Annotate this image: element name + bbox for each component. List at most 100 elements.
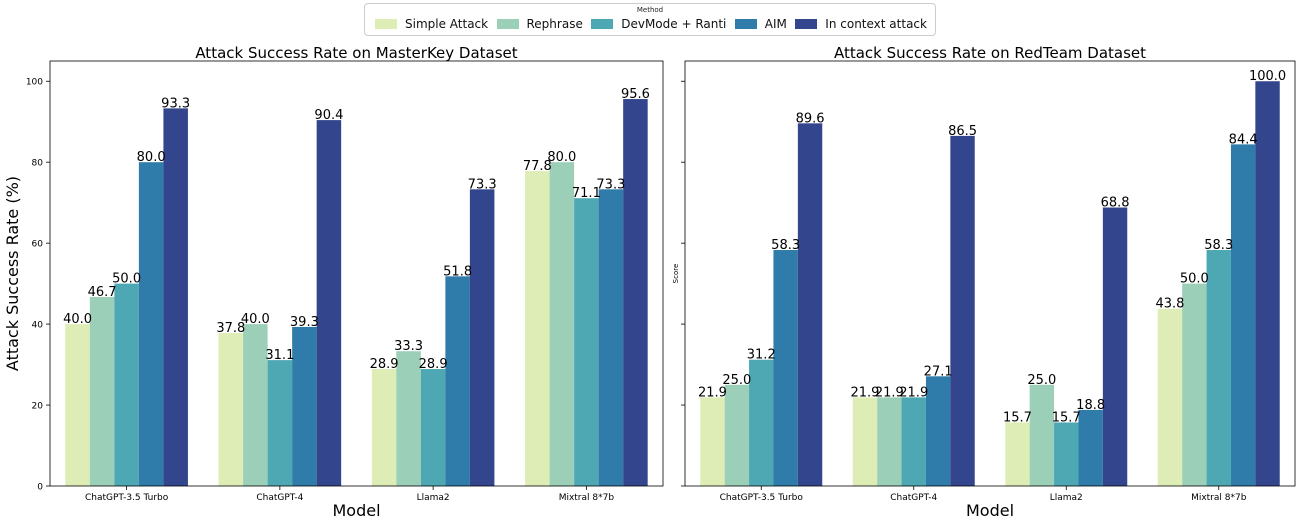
- data-label-rephrase-mixtral-8-7b: 50.0: [1180, 272, 1209, 287]
- bar-simple-attack-llama2: [371, 369, 397, 486]
- data-label-in-context-attack-llama2: 68.8: [1101, 196, 1130, 211]
- bar-simple-attack-mixtral-8-7b: [1157, 308, 1183, 486]
- x-axis-label-2: Model: [966, 501, 1014, 520]
- legend-label-simple-attack: Simple Attack: [405, 17, 489, 31]
- x-tick-label-chatgpt-3-5-turbo: ChatGPT-3.5 Turbo: [720, 493, 804, 503]
- bar-rephrase-llama2: [1029, 384, 1055, 486]
- bar-devmode-ranti-chatgpt-4: [901, 397, 926, 486]
- bar-simple-attack-chatgpt-4: [852, 397, 878, 486]
- x-tick-label-chatgpt-4: ChatGPT-4: [256, 493, 303, 503]
- data-label-simple-attack-llama2: 15.7: [1003, 410, 1032, 425]
- legend-item-devmode-ranti: DevMode + Ranti: [591, 17, 726, 31]
- data-label-devmode-ranti-mixtral-8-7b: 58.3: [1204, 238, 1233, 253]
- bar-aim-chatgpt-4: [925, 376, 951, 486]
- data-label-in-context-attack-mixtral-8-7b: 95.6: [621, 87, 650, 102]
- legend-label-devmode-ranti: DevMode + Ranti: [621, 17, 727, 31]
- legend-items: Simple Attack Rephrase DevMode + Ranti A…: [375, 17, 927, 31]
- y-axis-label-1: Attack Success Rate (%): [3, 176, 22, 371]
- bar-in-context-attack-mixtral-8-7b: [1255, 81, 1280, 487]
- data-label-devmode-ranti-mixtral-8-7b: 71.1: [572, 186, 601, 201]
- bar-aim-mixtral-8-7b: [598, 189, 624, 486]
- legend-label-aim: AIM: [764, 17, 787, 31]
- data-label-aim-chatgpt-4: 27.1: [924, 364, 953, 379]
- data-label-simple-attack-mixtral-8-7b: 43.8: [1155, 297, 1184, 312]
- legend-item-aim: AIM: [734, 17, 787, 31]
- x-tick-label-chatgpt-3-5-turbo: ChatGPT-3.5 Turbo: [85, 493, 169, 503]
- bar-simple-attack-chatgpt-3-5-turbo: [65, 324, 90, 486]
- data-label-in-context-attack-llama2: 73.3: [468, 177, 497, 192]
- x-tick-label-llama2: Llama2: [417, 493, 450, 503]
- data-label-rephrase-chatgpt-4: 21.9: [875, 385, 904, 400]
- data-label-in-context-attack-chatgpt-4: 86.5: [948, 124, 977, 139]
- y-tick-label-60: 60: [32, 240, 44, 250]
- legend-swatch-simple-attack: [375, 19, 397, 29]
- bar-devmode-ranti-chatgpt-3-5-turbo: [749, 359, 774, 486]
- plot-frame-1: [49, 60, 664, 487]
- y-tick-label-20: 20: [32, 402, 44, 412]
- bar-simple-attack-chatgpt-3-5-turbo: [700, 397, 725, 486]
- data-label-devmode-ranti-chatgpt-3-5-turbo: 50.0: [112, 272, 141, 287]
- bar-rephrase-chatgpt-4: [243, 324, 268, 486]
- bar-rephrase-llama2: [396, 351, 421, 486]
- bar-devmode-ranti-chatgpt-3-5-turbo: [114, 283, 139, 486]
- x-tick-label-llama2: Llama2: [1050, 493, 1083, 503]
- data-label-devmode-ranti-llama2: 15.7: [1052, 410, 1081, 425]
- data-label-devmode-ranti-chatgpt-3-5-turbo: 31.2: [747, 348, 776, 363]
- bar-aim-llama2: [445, 276, 470, 486]
- x-axis-label-1: Model: [332, 501, 380, 520]
- data-label-aim-llama2: 51.8: [443, 264, 472, 279]
- data-label-rephrase-chatgpt-4: 40.0: [241, 312, 270, 327]
- bar-aim-chatgpt-4: [292, 326, 317, 486]
- bar-in-context-attack-mixtral-8-7b: [623, 99, 648, 487]
- y-tick-label-40: 40: [32, 321, 44, 331]
- bar-rephrase-mixtral-8-7b: [1182, 283, 1207, 486]
- x-tick-label-mixtral-8-7b: Mixtral 8*7b: [1191, 493, 1247, 503]
- legend-title: Method: [636, 6, 664, 14]
- legend-swatch-aim: [734, 19, 757, 29]
- data-label-aim-mixtral-8-7b: 73.3: [596, 177, 625, 192]
- bar-rephrase-chatgpt-3-5-turbo: [89, 296, 115, 486]
- bar-aim-llama2: [1078, 409, 1103, 486]
- data-label-in-context-attack-chatgpt-4: 90.4: [314, 108, 343, 123]
- bar-aim-mixtral-8-7b: [1230, 144, 1256, 486]
- data-label-simple-attack-chatgpt-4: 37.8: [216, 321, 245, 336]
- bar-in-context-attack-chatgpt-4: [316, 120, 342, 486]
- bar-simple-attack-mixtral-8-7b: [525, 171, 550, 486]
- data-label-rephrase-mixtral-8-7b: 80.0: [547, 150, 576, 165]
- bar-rephrase-chatgpt-3-5-turbo: [724, 384, 750, 486]
- data-label-devmode-ranti-chatgpt-4: 31.1: [265, 348, 294, 363]
- chart-title-2: Attack Success Rate on RedTeam Dataset: [834, 44, 1146, 62]
- data-label-simple-attack-chatgpt-3-5-turbo: 40.0: [63, 312, 92, 327]
- bar-in-context-attack-chatgpt-3-5-turbo: [797, 123, 823, 486]
- bar-devmode-ranti-chatgpt-4: [267, 360, 293, 486]
- data-label-aim-chatgpt-3-5-turbo: 80.0: [137, 150, 166, 165]
- data-label-rephrase-chatgpt-3-5-turbo: 25.0: [722, 373, 751, 388]
- data-label-simple-attack-chatgpt-4: 21.9: [850, 385, 879, 400]
- x-tick-label-mixtral-8-7b: Mixtral 8*7b: [559, 493, 615, 503]
- legend-item-rephrase: Rephrase: [496, 17, 583, 31]
- legend-item-simple-attack: Simple Attack: [375, 17, 488, 31]
- bar-devmode-ranti-mixtral-8-7b: [1206, 250, 1231, 486]
- x-tick-label-chatgpt-4: ChatGPT-4: [890, 493, 937, 503]
- bar-aim-chatgpt-3-5-turbo: [773, 250, 798, 486]
- bar-devmode-ranti-llama2: [1054, 422, 1079, 486]
- bar-aim-chatgpt-3-5-turbo: [138, 162, 164, 486]
- bar-in-context-attack-llama2: [1102, 207, 1128, 486]
- y-tick-label-0: 0: [37, 483, 43, 493]
- data-label-aim-llama2: 18.8: [1076, 398, 1105, 413]
- data-label-aim-chatgpt-3-5-turbo: 58.3: [771, 238, 800, 253]
- data-label-simple-attack-mixtral-8-7b: 77.8: [523, 159, 552, 174]
- legend: Method Simple Attack Rephrase DevMode + …: [364, 3, 936, 36]
- bar-in-context-attack-chatgpt-4: [950, 135, 975, 486]
- data-label-in-context-attack-mixtral-8-7b: 100.0: [1249, 69, 1286, 84]
- data-label-in-context-attack-chatgpt-3-5-turbo: 89.6: [796, 111, 825, 126]
- data-label-simple-attack-llama2: 28.9: [370, 357, 399, 372]
- bar-simple-attack-llama2: [1005, 422, 1030, 486]
- legend-item-in-context-attack: In context attack: [795, 17, 927, 31]
- legend-swatch-rephrase: [496, 19, 519, 29]
- data-label-in-context-attack-chatgpt-3-5-turbo: 93.3: [161, 96, 190, 111]
- bar-devmode-ranti-mixtral-8-7b: [574, 198, 599, 486]
- y-axis-label-2: Score: [672, 264, 680, 284]
- data-label-aim-chatgpt-4: 39.3: [290, 315, 319, 330]
